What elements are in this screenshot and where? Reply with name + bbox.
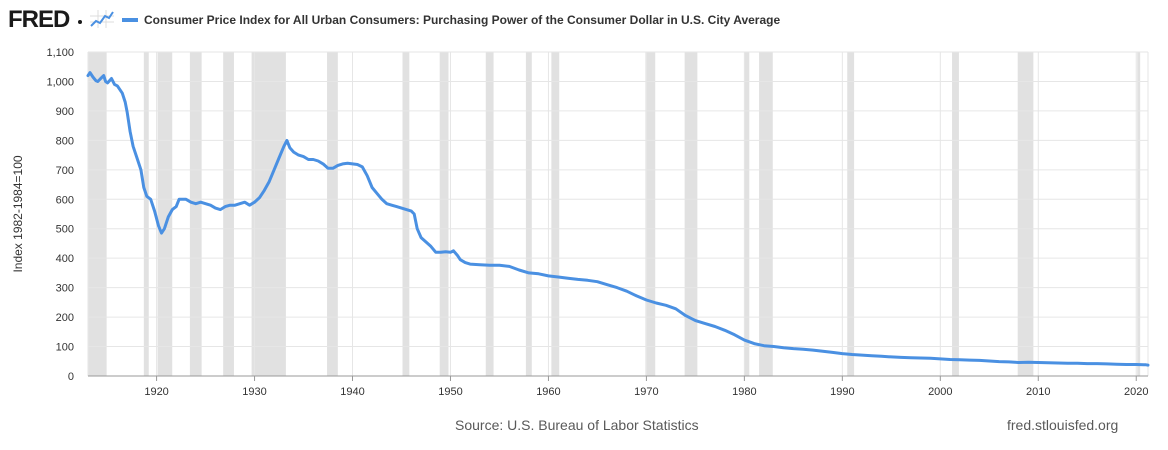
recession-band <box>157 52 173 376</box>
y-tick-label: 0 <box>68 371 74 383</box>
y-axis-label: Index 1982-1984=100 <box>11 155 25 272</box>
recession-band <box>1017 52 1034 376</box>
recession-band <box>485 52 494 376</box>
y-axis-ticks: 0 100 200 300 400 500 600 700 800 900 1,000 1,100 <box>46 47 74 383</box>
series-line <box>86 71 1150 367</box>
y-tick-label: 800 <box>56 135 74 147</box>
recession-band <box>439 52 449 376</box>
recession-band <box>744 52 750 376</box>
x-tick-label: 1940 <box>340 386 364 398</box>
x-tick-label: 1920 <box>144 386 168 398</box>
y-tick-label: 600 <box>56 194 74 206</box>
y-tick-label: 100 <box>56 342 74 354</box>
recession-band <box>684 52 698 376</box>
chart-title: Consumer Price Index for All Urban Consu… <box>144 13 781 27</box>
line-chart-logo-icon <box>90 10 114 28</box>
recession-band <box>645 52 656 376</box>
source-url-link[interactable]: fred.stlouisfed.org <box>1007 417 1119 433</box>
line-chart: 0 100 200 300 400 500 600 700 800 900 1,000 1,100 1… <box>11 47 1150 398</box>
y-tick-label: 900 <box>56 106 74 118</box>
y-tick-label: 200 <box>56 312 74 324</box>
x-tick-label: 1930 <box>242 386 266 398</box>
x-tick-label: 2010 <box>1026 386 1050 398</box>
y-tick-label: 500 <box>56 224 74 236</box>
recession-band <box>551 52 560 376</box>
y-tick-label: 700 <box>56 165 74 177</box>
logo-dot-icon <box>78 20 82 24</box>
grid-lines <box>87 51 1149 377</box>
recession-band <box>251 52 286 376</box>
x-tick-label: 1950 <box>438 386 462 398</box>
recession-band <box>759 52 773 376</box>
x-tick-label: 2020 <box>1124 386 1148 398</box>
recession-band <box>847 52 855 376</box>
x-tick-label: 2000 <box>928 386 952 398</box>
header: FRED Consumer Price Index for All Urban … <box>0 0 1168 40</box>
recession-bands <box>88 52 1141 376</box>
recession-band <box>952 52 959 376</box>
fred-logo[interactable]: FRED <box>8 6 70 33</box>
x-tick-label: 1990 <box>830 386 854 398</box>
recession-band <box>223 52 234 376</box>
recession-band <box>1137 52 1141 376</box>
y-tick-label: 300 <box>56 283 74 295</box>
y-tick-label: 1,000 <box>46 76 74 88</box>
recession-band <box>327 52 338 376</box>
x-tick-label: 1980 <box>732 386 756 398</box>
source-text: Source: U.S. Bureau of Labor Statistics <box>455 417 699 433</box>
x-tick-label: 1960 <box>536 386 560 398</box>
recession-band <box>143 52 149 376</box>
recession-band <box>525 52 532 376</box>
x-tick-label: 1970 <box>634 386 658 398</box>
recession-band <box>88 52 107 376</box>
recession-band <box>402 52 410 376</box>
recession-band <box>189 52 202 376</box>
x-axis-ticks: 1920 1930 1940 1950 1960 1970 1980 1990 2000 2010… <box>144 376 1148 398</box>
y-tick-label: 1,100 <box>46 47 74 59</box>
legend-swatch <box>122 18 138 22</box>
y-tick-label: 400 <box>56 253 74 265</box>
